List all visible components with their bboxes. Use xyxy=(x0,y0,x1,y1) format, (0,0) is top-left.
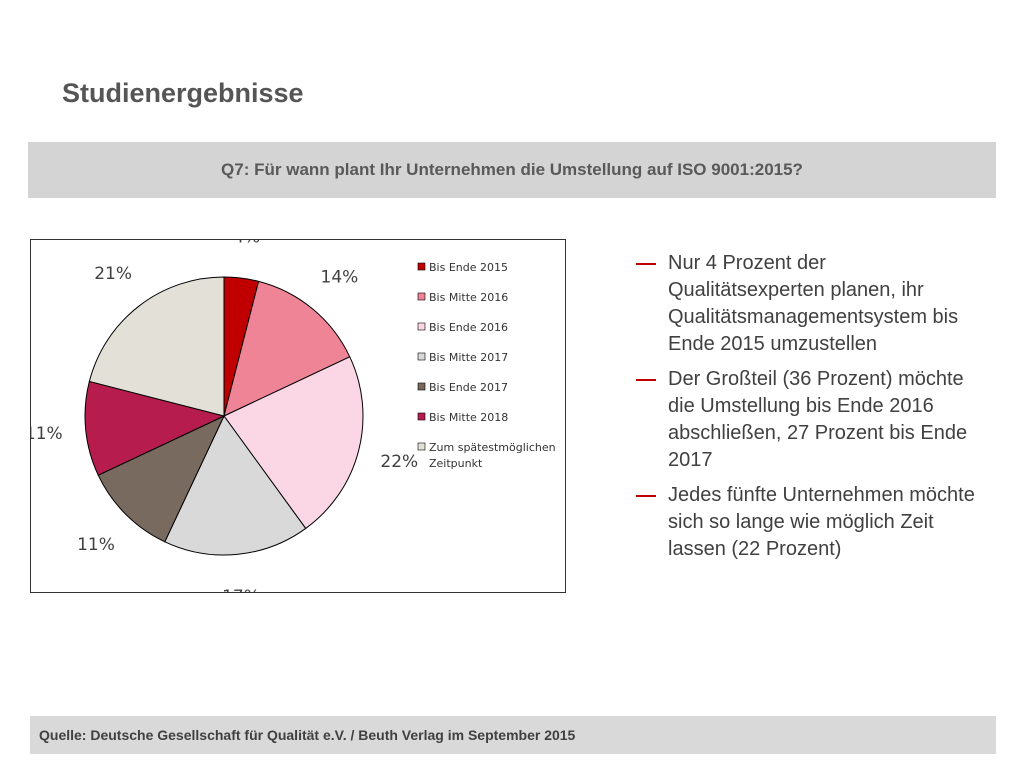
pie-slice xyxy=(223,356,364,530)
dash-icon xyxy=(636,263,656,265)
legend-label: Bis Ende 2015 xyxy=(429,261,508,274)
legend-swatch xyxy=(417,322,426,331)
pie-slice xyxy=(84,380,226,476)
bullet-item: Nur 4 Prozent der Qualitätsexperten plan… xyxy=(636,250,976,358)
bullet-item: Der Großteil (36 Prozent) möchte die Ums… xyxy=(636,366,976,474)
pie-chart: 4% 14% 22% 17% 11% 11% 21% Bis Ende 2015 Bis Mit… xyxy=(31,240,556,592)
legend-label: Bis Ende 2016 xyxy=(429,321,508,334)
bullet-item: Jedes fünfte Unternehmen möchte sich so … xyxy=(636,482,976,563)
question-text: Q7: Für wann plant Ihr Unternehmen die U… xyxy=(221,160,803,179)
dash-icon xyxy=(636,379,656,381)
bullet-list: Nur 4 Prozent der Qualitätsexperten plan… xyxy=(636,250,976,571)
pie-slice xyxy=(223,280,351,417)
legend-swatch xyxy=(417,262,426,271)
source-footer: Quelle: Deutsche Gesellschaft für Qualit… xyxy=(30,716,996,754)
legend-swatch xyxy=(417,382,426,391)
legend-swatch xyxy=(417,442,426,451)
legend-swatch xyxy=(417,352,426,361)
pie-chart-frame: 4% 14% 22% 17% 11% 11% 21% Bis Ende 2015 Bis Mit… xyxy=(30,239,566,593)
legend-label: Bis Ende 2017 xyxy=(429,381,508,394)
pie-data-label: 4% xyxy=(233,240,260,247)
slide-title: Studienergebnisse xyxy=(62,78,304,108)
legend-swatch xyxy=(417,292,426,301)
pie-data-label: 11% xyxy=(77,535,115,555)
pie-data-label: 14% xyxy=(321,268,359,288)
bullet-text: Jedes fünfte Unternehmen möchte sich so … xyxy=(668,484,975,560)
pie-data-label: 22% xyxy=(380,452,418,472)
source-text: Quelle: Deutsche Gesellschaft für Qualit… xyxy=(39,727,576,743)
dash-icon xyxy=(636,495,656,497)
legend-label: Zum spätestmöglichen Zeitpunkt xyxy=(429,441,556,470)
pie-slice xyxy=(88,276,225,417)
legend-label: Bis Mitte 2016 xyxy=(429,291,508,304)
bullet-text: Der Großteil (36 Prozent) möchte die Ums… xyxy=(668,368,968,471)
legend-label: Bis Mitte 2017 xyxy=(429,351,508,364)
bullet-text: Nur 4 Prozent der Qualitätsexperten plan… xyxy=(668,252,959,355)
pie-data-label: 21% xyxy=(94,264,132,284)
question-banner: Q7: Für wann plant Ihr Unternehmen die U… xyxy=(28,142,996,198)
pie-slice xyxy=(97,414,226,543)
legend-swatch xyxy=(417,412,426,421)
legend-label: Bis Mitte 2018 xyxy=(429,411,508,424)
pie-data-label: 11% xyxy=(31,424,63,444)
pie-data-label: 17% xyxy=(222,587,260,592)
pie-slice xyxy=(164,415,307,556)
